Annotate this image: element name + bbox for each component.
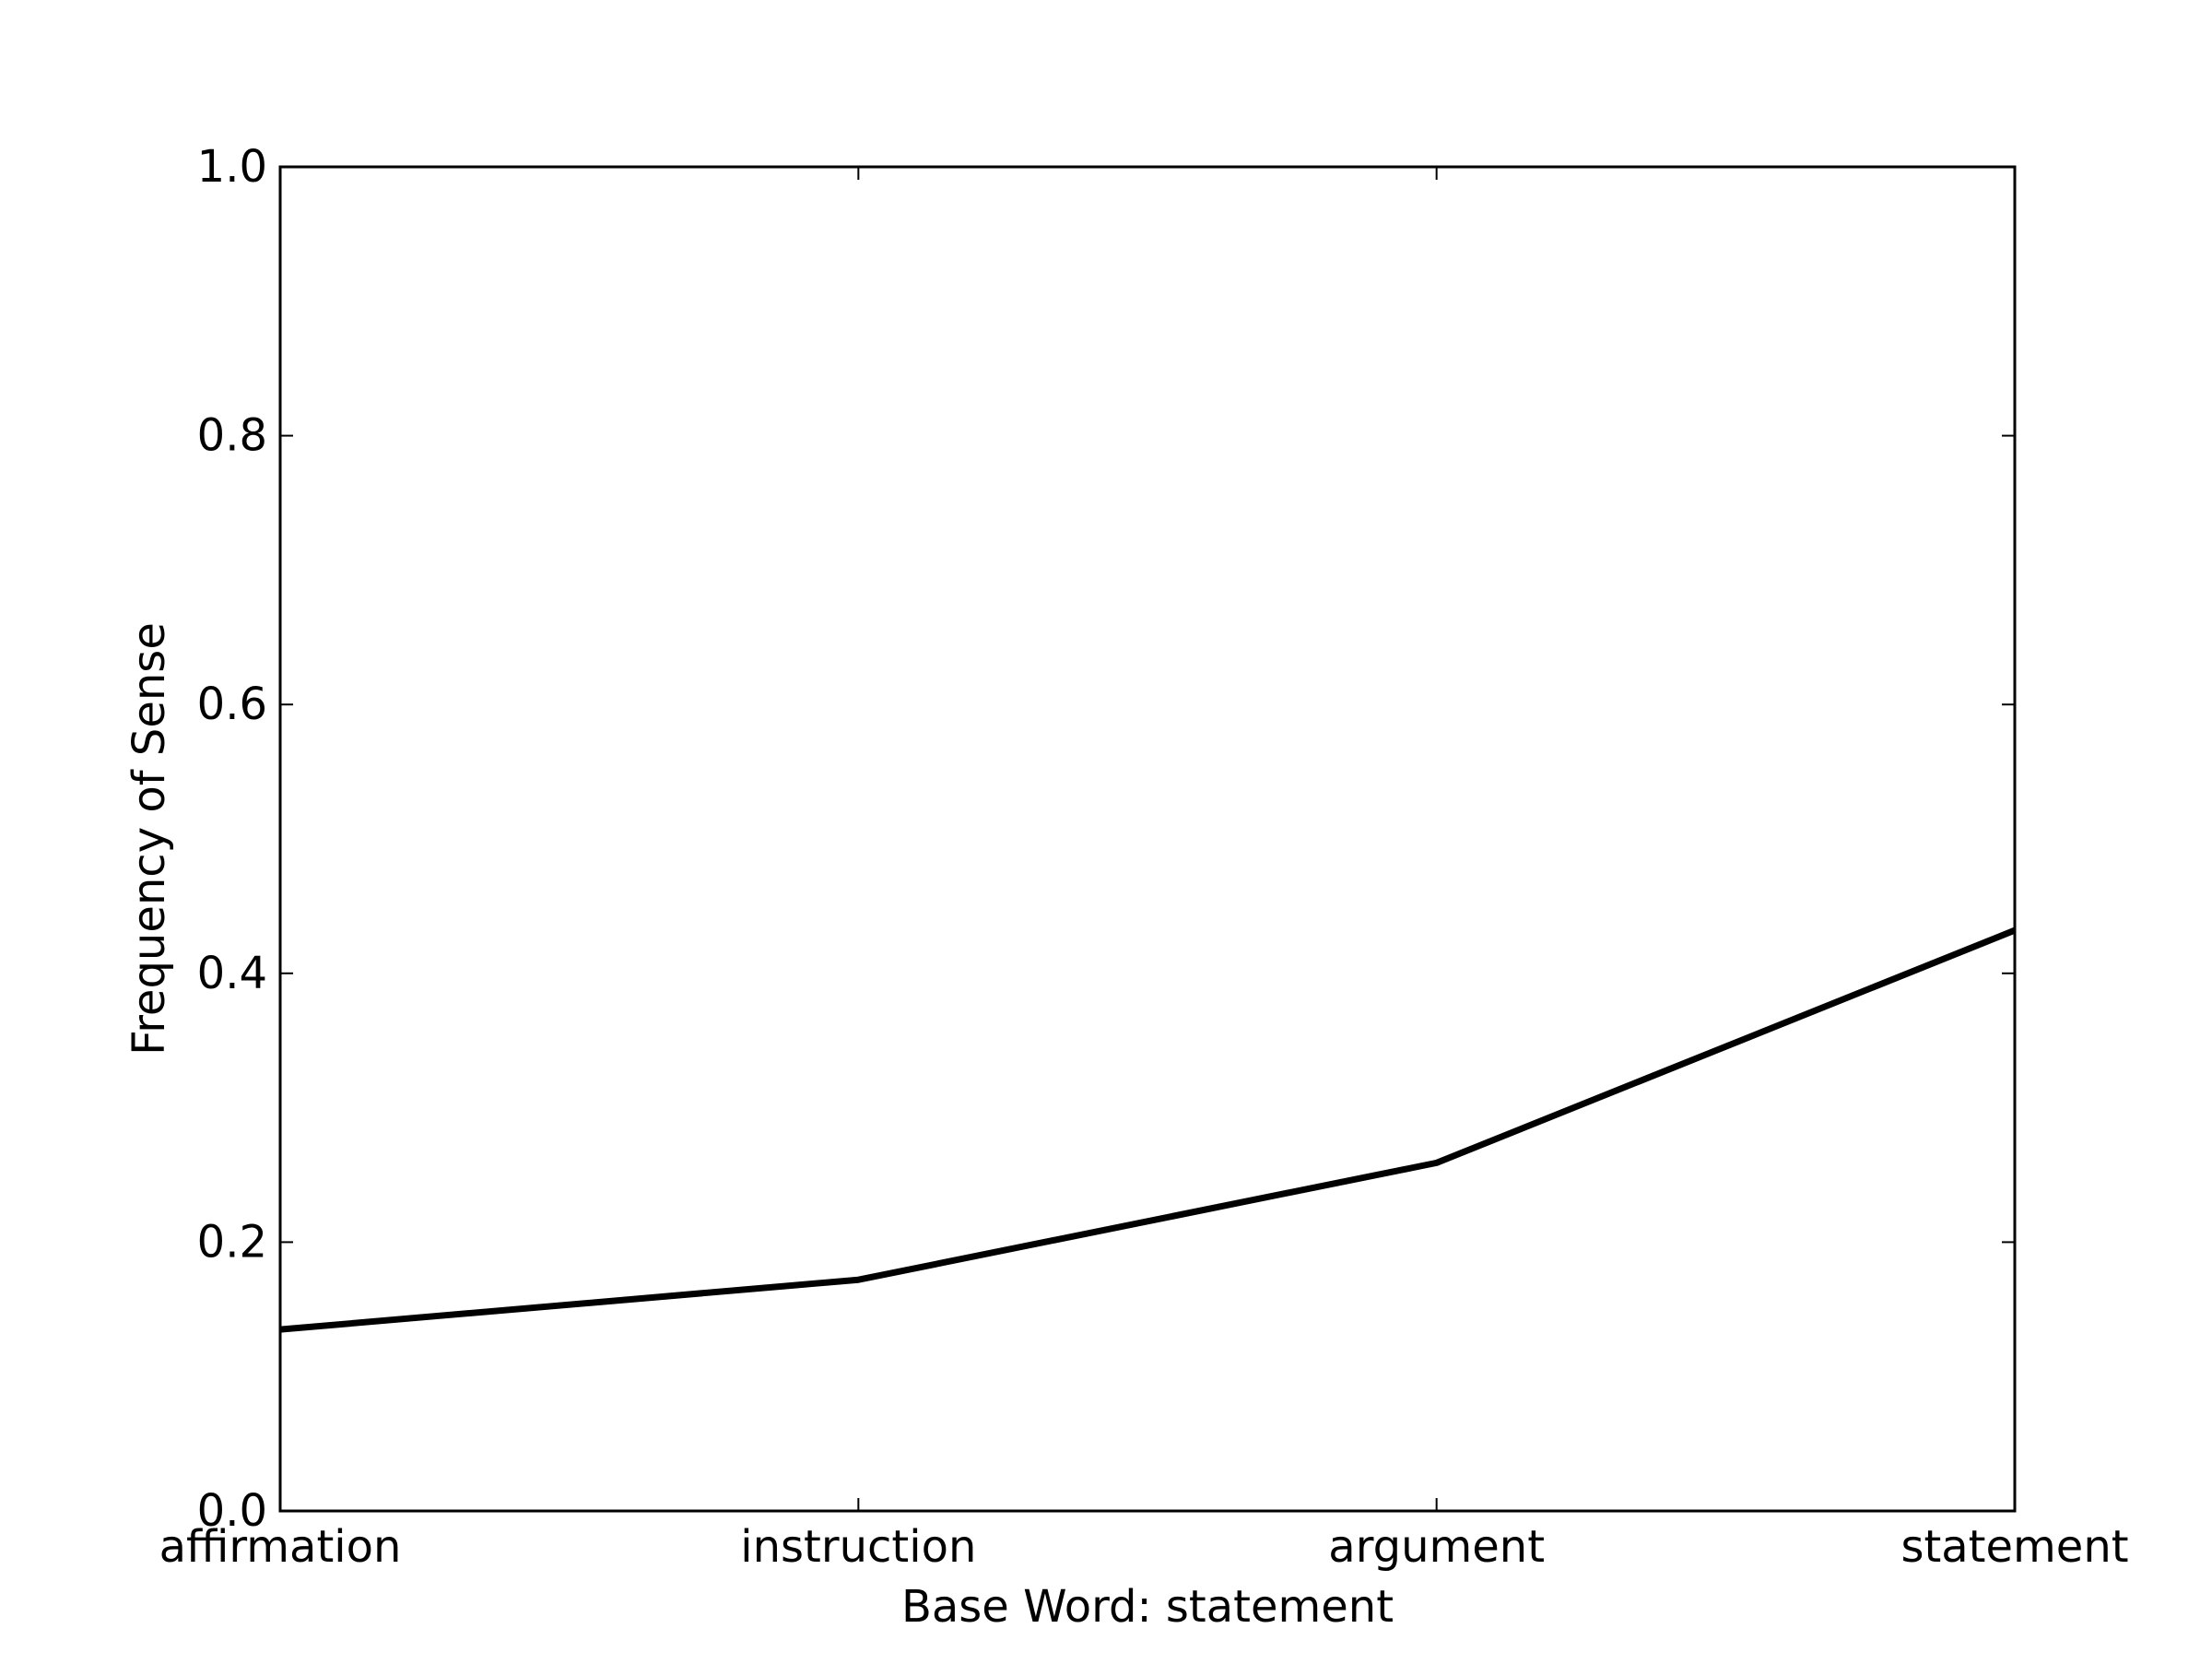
x-axis-label: Base Word: statement xyxy=(901,1581,1394,1633)
y-tick-label: 0.6 xyxy=(197,679,267,730)
x-tick-label: instruction xyxy=(740,1521,976,1573)
y-tick-label: 1.0 xyxy=(197,141,267,193)
x-tick-label: affirmation xyxy=(159,1521,402,1573)
x-tick-label: argument xyxy=(1328,1521,1545,1573)
y-tick-label: 0.8 xyxy=(197,410,267,462)
x-tick-labels: affirmation instruction argument statement xyxy=(159,1521,2129,1573)
x-tick-label: statement xyxy=(1900,1521,2128,1573)
y-tick-label: 0.2 xyxy=(197,1216,267,1268)
y-axis-label: Frequency of Sense xyxy=(124,622,175,1056)
y-tick-labels: 0.00.20.40.60.81.0 xyxy=(197,141,267,1537)
y-tick-label: 0.4 xyxy=(197,948,267,999)
